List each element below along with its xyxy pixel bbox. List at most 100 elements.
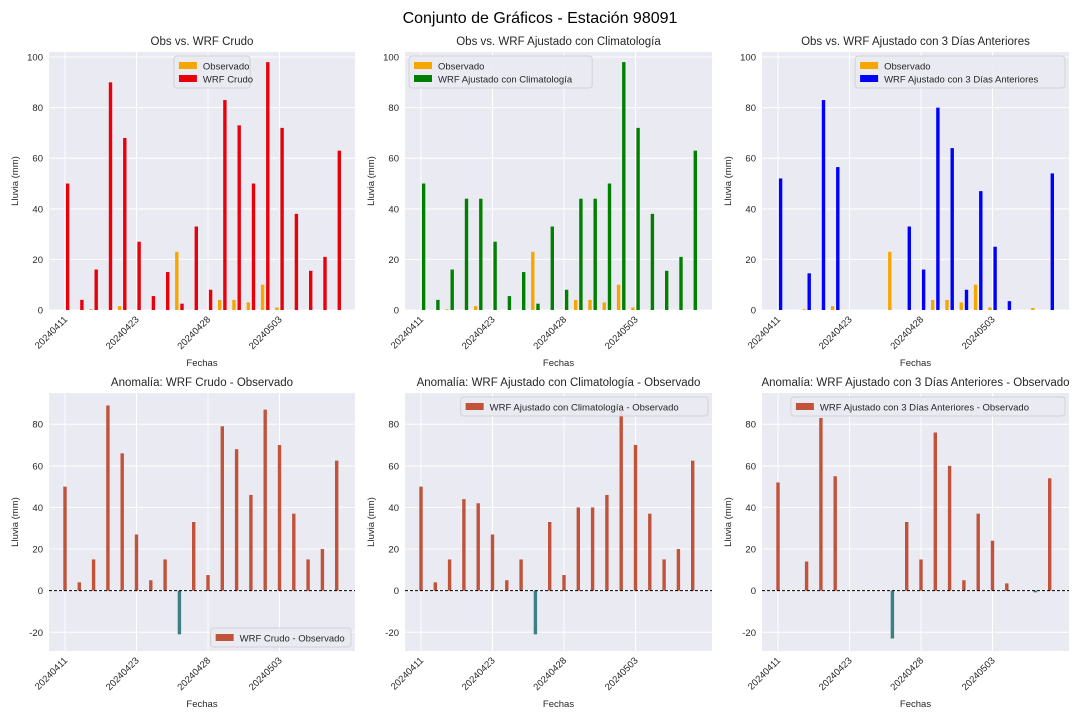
y-tick-label: 20 bbox=[745, 545, 756, 556]
bar-observado bbox=[531, 251, 535, 310]
bar-observado bbox=[275, 307, 279, 310]
y-tick-label: 0 bbox=[394, 306, 399, 317]
x-axis-label: Fechas bbox=[543, 358, 574, 369]
bar-wrf bbox=[421, 183, 426, 310]
bar-wrf bbox=[836, 167, 840, 310]
y-axis-label: Lluvia (mm) bbox=[10, 156, 21, 206]
x-tick-label: 20240428 bbox=[175, 314, 213, 352]
x-axis-label: Fechas bbox=[186, 699, 217, 710]
bar-observado bbox=[445, 309, 449, 310]
bar-anomalia bbox=[149, 580, 153, 591]
y-axis-label: Lluvia (mm) bbox=[366, 497, 377, 547]
bar-wrf bbox=[237, 125, 241, 311]
legend: WRF Ajustado con 3 Días Anteriores - Obs… bbox=[790, 396, 1066, 417]
bar-anomalia bbox=[962, 580, 966, 591]
bar-wrf bbox=[778, 178, 783, 310]
y-tick-label: 80 bbox=[32, 103, 43, 114]
bar-wrf bbox=[1050, 173, 1054, 310]
y-tick-label: 40 bbox=[388, 503, 399, 514]
x-tick-label: 20240428 bbox=[531, 314, 569, 352]
bar-wrf bbox=[693, 150, 697, 310]
y-tick-label: 40 bbox=[32, 503, 43, 514]
bar-anomalia bbox=[548, 522, 552, 591]
plot-area bbox=[49, 52, 355, 310]
legend-swatch bbox=[414, 75, 432, 82]
legend-swatch bbox=[860, 62, 879, 69]
bar-anomalia bbox=[605, 494, 609, 591]
bar-anomalia bbox=[519, 559, 523, 591]
bar-anomalia bbox=[206, 575, 210, 591]
bar-anomalia bbox=[220, 426, 224, 591]
y-tick-label: 0 bbox=[751, 306, 756, 317]
bar-observado bbox=[1031, 307, 1035, 310]
legend-swatch bbox=[178, 75, 197, 82]
y-tick-label: 60 bbox=[388, 154, 399, 165]
bar-anomalia bbox=[648, 513, 652, 591]
legend-label: WRF Crudo bbox=[203, 75, 253, 86]
x-tick-label: 20240423 bbox=[460, 314, 498, 352]
bar-wrf bbox=[607, 183, 612, 310]
bar-wrf bbox=[821, 100, 826, 310]
bar-wrf bbox=[679, 256, 683, 310]
bar-observado bbox=[988, 307, 992, 310]
bar-anomalia bbox=[1033, 590, 1038, 593]
bar-wrf bbox=[964, 289, 969, 310]
bar-anomalia bbox=[905, 522, 909, 591]
legend-label: Observado bbox=[884, 62, 930, 73]
legend-box bbox=[854, 55, 1066, 89]
bar-observado bbox=[616, 284, 621, 310]
bar-wrf bbox=[807, 273, 811, 310]
legend: WRF Ajustado con Climatología - Observad… bbox=[460, 396, 709, 417]
bar-anomalia bbox=[91, 559, 96, 591]
bar-anomalia bbox=[676, 549, 681, 591]
y-tick-label: 100 bbox=[27, 53, 43, 64]
bar-wrf bbox=[223, 100, 227, 310]
subplot-title: Anomalía: WRF Ajustado con 3 Días Anteri… bbox=[761, 377, 1069, 389]
bar-anomalia bbox=[277, 445, 282, 591]
bar-anomalia bbox=[63, 486, 67, 591]
bar-wrf bbox=[436, 299, 440, 310]
y-tick-label: -20 bbox=[29, 628, 43, 639]
y-tick-label: 0 bbox=[38, 306, 43, 317]
bar-observado bbox=[602, 302, 606, 310]
bar-wrf bbox=[337, 150, 341, 310]
subplot-5: -20 0 20 40 60 80 20240411 20240423 20240428 2024… bbox=[366, 377, 712, 710]
subplot-title: Obs vs. WRF Ajustado con 3 Días Anterior… bbox=[801, 36, 1030, 48]
bar-wrf bbox=[950, 148, 954, 310]
y-tick-label: 80 bbox=[32, 420, 43, 431]
bar-anomalia bbox=[819, 417, 823, 591]
bar-anomalia bbox=[890, 590, 895, 639]
bar-wrf bbox=[166, 272, 170, 310]
y-tick-label: 60 bbox=[388, 461, 399, 472]
bar-wrf bbox=[622, 62, 626, 310]
legend-label: Observado bbox=[438, 62, 484, 73]
bar-wrf bbox=[979, 191, 983, 310]
bar-observado bbox=[588, 299, 592, 310]
plot-area bbox=[405, 52, 712, 310]
bar-observado bbox=[959, 302, 963, 310]
bar-anomalia bbox=[447, 559, 452, 591]
bar-anomalia bbox=[562, 575, 566, 591]
legend-label: WRF Crudo - Observado bbox=[240, 634, 345, 645]
bar-anomalia bbox=[576, 507, 580, 591]
x-tick-label: 20240428 bbox=[531, 655, 569, 693]
y-tick-label: 100 bbox=[740, 53, 756, 64]
bar-wrf bbox=[593, 198, 597, 310]
bar-observado bbox=[631, 307, 635, 310]
legend: Observado WRF Ajustado con Climatología bbox=[408, 55, 593, 89]
y-axis-label: Lluvia (mm) bbox=[723, 156, 734, 206]
plot-area bbox=[405, 393, 712, 651]
bar-wrf bbox=[907, 226, 911, 310]
legend-label: WRF Ajustado con 3 Días Anteriores bbox=[884, 75, 1038, 86]
subplot-4: -20 0 20 40 60 80 20240411 20240423 20240428 2024… bbox=[10, 377, 355, 710]
subplot-title: Obs vs. WRF Crudo bbox=[151, 36, 254, 48]
bar-anomalia bbox=[533, 590, 538, 635]
bar-observado bbox=[117, 306, 122, 310]
bar-wrf bbox=[65, 183, 70, 310]
bar-anomalia bbox=[134, 534, 139, 591]
y-tick-label: 0 bbox=[38, 586, 43, 597]
y-tick-label: -20 bbox=[742, 628, 756, 639]
y-tick-label: 40 bbox=[745, 204, 756, 215]
bar-anomalia bbox=[1048, 478, 1052, 591]
bar-wrf bbox=[450, 269, 454, 310]
